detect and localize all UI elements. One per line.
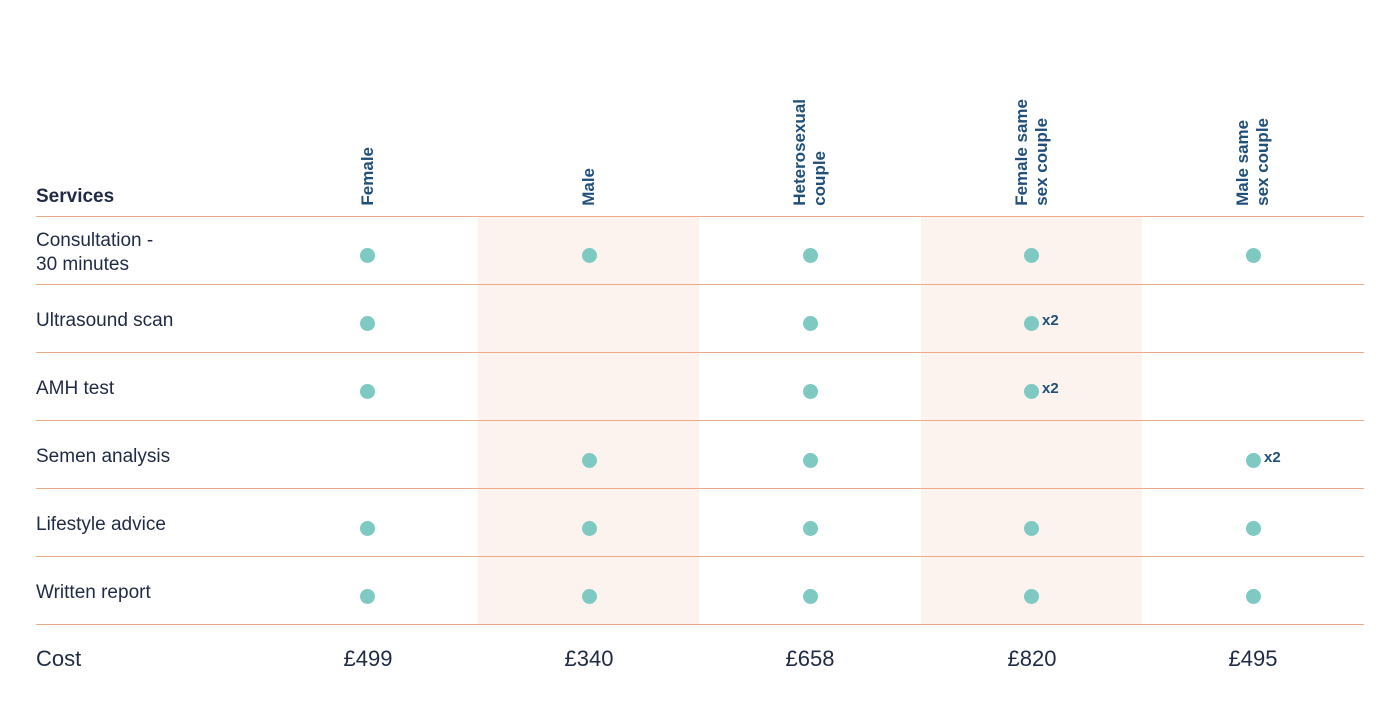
row-divider: [36, 352, 1364, 353]
included-dot: [802, 247, 818, 263]
column-header-male: Male: [559, 78, 619, 206]
included-dot: [1023, 588, 1039, 604]
services-header: Services: [36, 186, 115, 207]
column-header-male-same-sex-couple: Male same sex couple: [1223, 78, 1283, 206]
multiplier-label: x2: [1042, 380, 1059, 397]
included-dot: [1245, 452, 1261, 468]
cost-value-male: £340: [564, 646, 614, 671]
included-dot: [359, 588, 375, 604]
included-dot: [581, 452, 597, 468]
column-header-label: Female: [358, 147, 377, 206]
included-dot: [1023, 520, 1039, 536]
included-dot: [1023, 315, 1039, 331]
row-label-lifestyle-advice: Lifestyle advice: [36, 514, 166, 535]
included-dot: [581, 520, 597, 536]
column-header-label: Male: [579, 168, 598, 206]
included-dot: [581, 588, 597, 604]
row-label-written-report: Written report: [36, 582, 151, 603]
column-header-female: Female: [338, 78, 398, 206]
column-header-label: Heterosexual couple: [790, 99, 829, 206]
row-divider: [36, 488, 1364, 489]
row-label-consultation: Consultation - 30 minutes: [36, 230, 154, 275]
cost-value-male-same-sex-couple: £495: [1228, 646, 1278, 671]
included-dot: [359, 315, 375, 331]
included-dot: [1245, 247, 1261, 263]
column-header-heterosexual-couple: Heterosexual couple: [780, 78, 840, 206]
included-dot: [802, 588, 818, 604]
included-dot: [1245, 520, 1261, 536]
cost-label: Cost: [36, 646, 82, 671]
row-divider: [36, 420, 1364, 421]
included-dot: [1023, 247, 1039, 263]
multiplier-label: x2: [1042, 312, 1059, 329]
row-label-amh-test: AMH test: [36, 378, 115, 399]
row-label-ultrasound-scan: Ultrasound scan: [36, 310, 174, 331]
included-dot: [802, 315, 818, 331]
multiplier-label: x2: [1264, 449, 1281, 466]
included-dot: [802, 383, 818, 399]
row-divider: [36, 216, 1364, 217]
included-dot: [1023, 383, 1039, 399]
row-divider: [36, 284, 1364, 285]
row-label-semen-analysis: Semen analysis: [36, 446, 171, 467]
cost-value-female: £499: [343, 646, 393, 671]
services-comparison-table: Services Female Male Heterosexual couple…: [36, 0, 1364, 720]
column-header-label: Female same sex couple: [1012, 99, 1051, 206]
included-dot: [359, 520, 375, 536]
included-dot: [802, 452, 818, 468]
column-header-label: Male same sex couple: [1233, 118, 1272, 206]
included-dot: [359, 383, 375, 399]
included-dot: [1245, 588, 1261, 604]
included-dot: [359, 247, 375, 263]
cost-value-heterosexual-couple: £658: [785, 646, 835, 671]
included-dot: [581, 247, 597, 263]
row-divider: [36, 556, 1364, 557]
column-header-female-same-sex-couple: Female same sex couple: [1002, 78, 1062, 206]
row-divider: [36, 624, 1364, 625]
cost-value-female-same-sex-couple: £820: [1007, 646, 1057, 671]
included-dot: [802, 520, 818, 536]
